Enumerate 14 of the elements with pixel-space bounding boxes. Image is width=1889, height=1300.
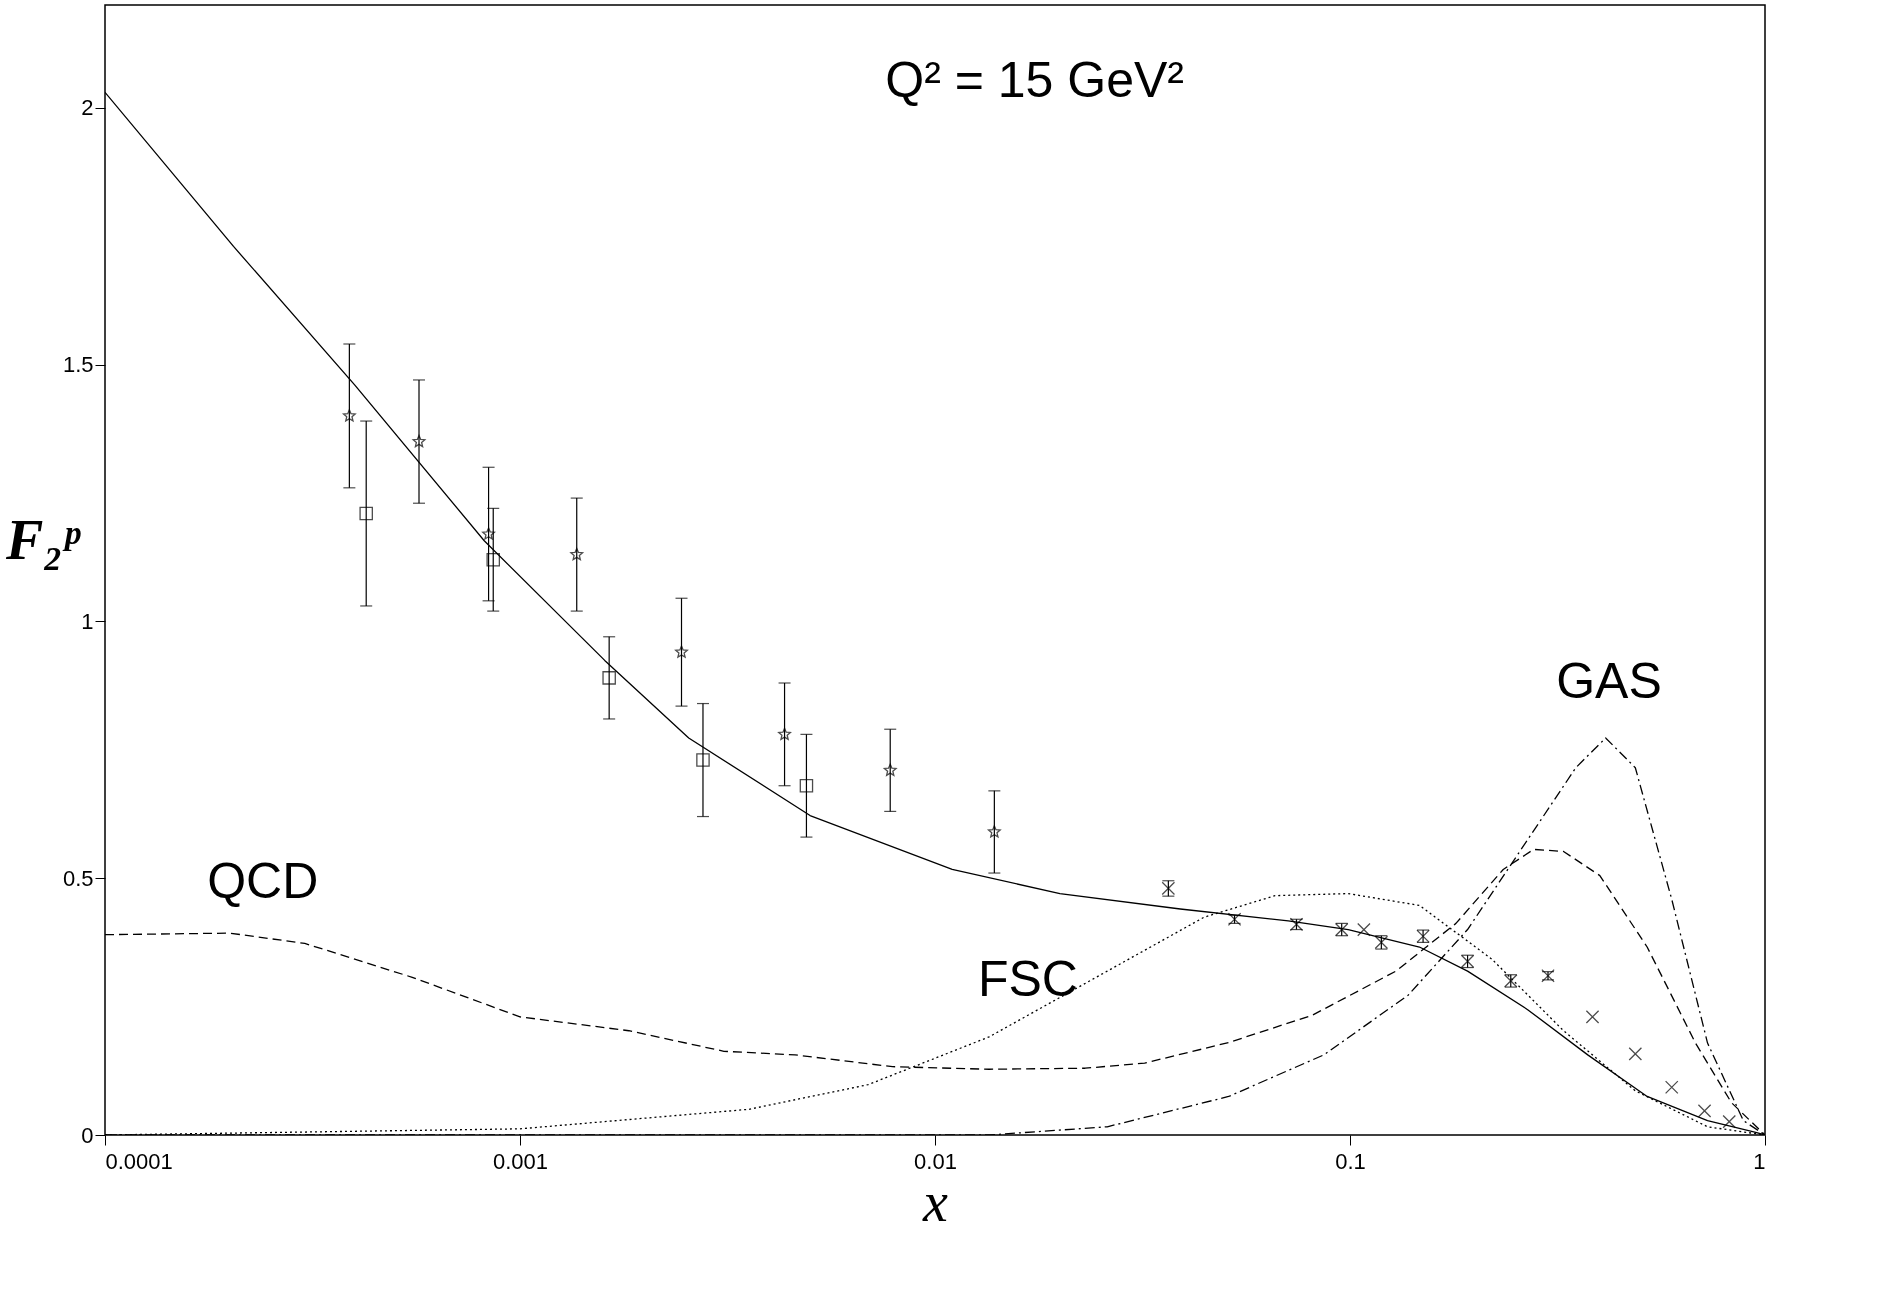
annotation: Q² = 15 GeV² — [885, 51, 1184, 108]
y-tick-label: 1 — [81, 608, 94, 634]
x-tick-label: 0.0001 — [105, 1148, 173, 1174]
y-tick-label: 0.5 — [62, 865, 94, 891]
y-axis-title: F₂ᵖ — [5, 508, 81, 571]
x-tick-label: 0.001 — [492, 1148, 549, 1174]
y-tick-label: 2 — [81, 95, 94, 121]
annotation: GAS — [1556, 653, 1662, 709]
y-tick-label: 1.5 — [62, 352, 94, 378]
y-tick-label: 0 — [81, 1122, 94, 1148]
x-tick-label: 1 — [1753, 1148, 1766, 1174]
x-tick-label: 0.1 — [1335, 1148, 1366, 1174]
annotation: FSC — [977, 951, 1078, 1008]
annotation: QCD — [207, 853, 319, 910]
